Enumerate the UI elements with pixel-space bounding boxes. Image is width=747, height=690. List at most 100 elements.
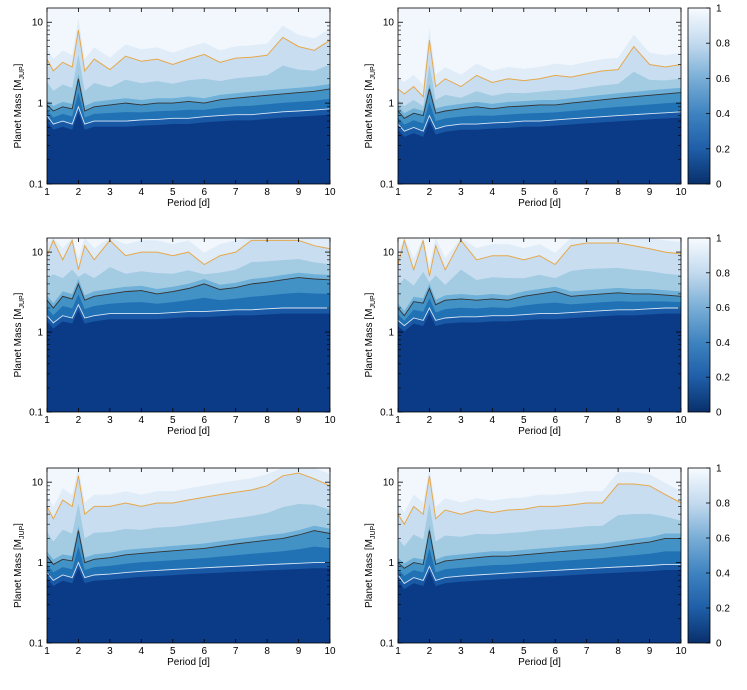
orange-contour-line [397,40,682,98]
colorbar-gradient [687,237,711,413]
x-tick-label: 6 [201,646,207,657]
x-tick-label: 5 [170,187,176,198]
light-contour-line [46,561,330,581]
plot-frame [46,7,331,185]
x-tick-label: 2 [76,187,82,198]
light-contour-line [397,307,681,327]
probability-band-8 [398,117,681,184]
plot-frame [46,467,331,644]
orange-contour-line [46,472,331,520]
probability-band-8 [398,313,681,412]
y-tick-label: 10 [32,248,44,259]
colorbar-tick-label: 1 [716,464,722,475]
x-tick-label: 3 [458,415,464,426]
light-contour-line [46,303,330,324]
orange-contour-line [46,238,331,270]
y-axis-label: Planet Mass [MJUP] [13,63,26,148]
black-contour-line [46,530,331,565]
x-tick-label: 5 [170,646,176,657]
x-tick-label: 1 [44,415,50,426]
x-tick-label: 3 [107,646,113,657]
colorbar: 0 0.2 0.4 0.6 0.8 1 [687,234,730,419]
colorbar-tick-label: 0.8 [716,268,730,279]
x-tick-label: 4 [490,415,496,426]
y-axis-label: Planet Mass [MJUP] [364,292,377,377]
x-tick-label: 5 [170,415,176,426]
x-tick-label: 9 [296,646,302,657]
x-tick-label: 3 [107,187,113,198]
x-tick-label: 8 [615,187,621,198]
y-tick-label: 1 [388,99,394,110]
plot-frame [397,467,682,644]
y-axis-label-subscript: JUP [19,66,26,80]
y-tick-label: 10 [383,478,395,489]
y-axis-label-subscript: JUP [370,295,377,309]
y-axis-label-end: ] [364,523,375,526]
x-tick-label: 6 [552,187,558,198]
probability-band-8 [47,568,330,643]
x-tick-label: 2 [427,415,433,426]
orange-contour-line [397,475,682,526]
x-tick-label: 2 [76,646,82,657]
x-tick-label: 2 [427,646,433,657]
y-axis-label-main: Planet Mass [M [364,539,375,608]
colorbar-tick-label: 0.6 [716,534,730,545]
x-tick-label: 10 [324,646,336,657]
orange-contour-line [397,238,682,277]
colorbar-tick-label: 0.6 [716,303,730,314]
x-tick-label: 1 [395,187,401,198]
y-axis-label-main: Planet Mass [M [13,80,24,149]
colorbar-tick-label: 0.2 [716,373,730,384]
light-contour-line [397,563,681,585]
y-tick-label: 0.1 [380,180,394,191]
y-axis-label-end: ] [364,63,375,66]
y-axis-label: Planet Mass [MJUP] [364,63,377,148]
light-contour-line [46,105,331,125]
x-tick-label: 10 [324,415,336,426]
light-contour-line [397,111,682,132]
y-axis-label-end: ] [364,292,375,295]
x-tick-label: 5 [521,646,527,657]
probability-band-8 [47,310,330,412]
colorbar-tick-label: 1 [716,4,722,15]
colorbar-tick-label: 1 [716,234,722,245]
x-tick-label: 10 [324,187,336,198]
colorbar-tick-label: 0.4 [716,109,730,120]
x-tick-label: 1 [395,415,401,426]
black-contour-line [397,287,682,317]
x-tick-label: 8 [264,187,270,198]
plot-frame [46,237,331,413]
colorbar-tick-label: 0.8 [716,39,730,50]
x-tick-label: 6 [201,187,207,198]
colorbar-tick-label: 0 [716,180,722,191]
colorbar-tick-label: 0 [716,639,722,650]
x-tick-label: 10 [675,415,687,426]
y-axis-label-end: ] [13,63,24,66]
x-tick-label: 4 [490,187,496,198]
x-tick-label: 6 [552,415,558,426]
y-axis-label: Planet Mass [MJUP] [13,523,26,608]
x-tick-label: 6 [201,415,207,426]
x-tick-label: 7 [584,646,590,657]
y-axis-label-subscript: JUP [370,66,377,80]
x-tick-label: 7 [233,187,239,198]
colorbar-tick-label: 0.4 [716,338,730,349]
y-axis-label-subscript: JUP [19,295,26,309]
x-tick-label: 4 [139,415,145,426]
x-tick-label: 8 [615,646,621,657]
x-tick-label: 10 [675,187,687,198]
y-tick-label: 1 [37,558,43,569]
y-tick-label: 10 [383,248,395,259]
y-tick-label: 10 [32,478,44,489]
y-tick-label: 1 [37,328,43,339]
plot-frame [397,7,682,185]
x-tick-label: 5 [521,415,527,426]
x-axis-label: Period [d] [167,426,210,437]
x-tick-label: 9 [647,646,653,657]
y-tick-label: 1 [37,99,43,110]
orange-contour-line [46,30,331,73]
y-axis-label-end: ] [13,292,24,295]
